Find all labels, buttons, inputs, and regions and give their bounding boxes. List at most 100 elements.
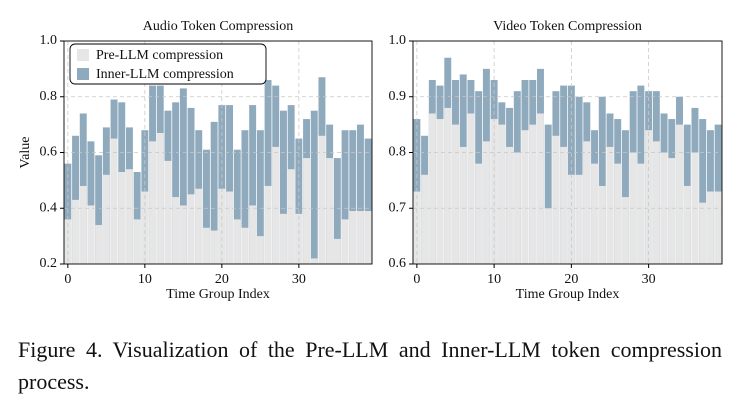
bar xyxy=(560,146,568,264)
bar xyxy=(256,130,264,264)
bar xyxy=(326,158,334,264)
legend-swatch xyxy=(77,49,89,61)
y-tick-label: 0.7 xyxy=(389,200,407,215)
bar xyxy=(249,205,257,264)
bar xyxy=(356,124,364,264)
caption: Figure 4. Visualization of the Pre-LLM an… xyxy=(18,334,722,398)
bar xyxy=(264,185,272,264)
bar xyxy=(676,124,683,264)
legend-label: Pre-LLM compression xyxy=(96,48,223,63)
bar xyxy=(668,158,676,264)
bar xyxy=(64,219,72,264)
bar xyxy=(459,146,467,264)
x-axis-label: Time Group Index xyxy=(516,287,620,302)
bar xyxy=(87,141,95,264)
bar xyxy=(621,197,629,264)
bar xyxy=(660,152,668,264)
bar xyxy=(536,113,544,264)
bar xyxy=(133,219,141,264)
bar xyxy=(210,121,218,265)
x-tick-label: 0 xyxy=(413,272,420,287)
bar xyxy=(95,224,103,264)
bar xyxy=(341,130,349,264)
bar xyxy=(310,110,318,264)
bar xyxy=(287,169,295,264)
y-tick-label: 1.0 xyxy=(389,33,407,48)
bar xyxy=(249,105,257,264)
bar xyxy=(210,230,218,264)
x-tick-label: 20 xyxy=(564,272,578,287)
bar xyxy=(475,163,483,264)
bar xyxy=(241,227,249,264)
bar xyxy=(513,152,521,264)
bar xyxy=(125,169,133,264)
bar xyxy=(233,219,241,264)
bar xyxy=(202,149,210,264)
bar xyxy=(226,191,234,264)
chart-title: Video Token Compression xyxy=(493,19,642,34)
bar xyxy=(195,188,203,264)
bar xyxy=(333,158,341,264)
bar xyxy=(133,172,141,264)
y-tick-label: 0.9 xyxy=(389,89,407,104)
x-axis-label: Time Group Index xyxy=(166,287,270,302)
x-tick-label: 30 xyxy=(642,272,656,287)
bar xyxy=(413,191,421,264)
chart-title: Audio Token Compression xyxy=(143,19,293,34)
bar xyxy=(356,211,364,264)
bar xyxy=(428,113,436,264)
bar xyxy=(575,174,583,264)
bar xyxy=(118,172,126,264)
caption-label: Figure 4. xyxy=(18,337,103,362)
bar xyxy=(436,119,444,264)
bar xyxy=(482,141,490,264)
bar xyxy=(156,132,164,264)
x-tick-label: 0 xyxy=(64,272,71,287)
bar xyxy=(295,138,303,264)
y-tick-label: 0.6 xyxy=(389,256,407,271)
bar xyxy=(256,236,264,264)
bar xyxy=(544,124,552,264)
bar xyxy=(79,185,87,264)
bar xyxy=(598,185,606,264)
bar xyxy=(310,258,318,264)
bar xyxy=(318,135,326,264)
bar xyxy=(87,205,95,264)
x-tick-label: 10 xyxy=(487,272,501,287)
bar xyxy=(364,138,372,264)
legend-swatch xyxy=(77,68,89,80)
bar xyxy=(637,163,645,264)
bar xyxy=(706,191,714,264)
bar xyxy=(141,191,149,264)
bar xyxy=(421,174,429,264)
bar xyxy=(226,105,234,264)
y-axis-label: Value xyxy=(18,137,33,169)
y-tick-label: 0.8 xyxy=(40,89,58,104)
bar xyxy=(202,227,210,264)
bar xyxy=(529,124,537,264)
bar xyxy=(444,107,452,265)
bar xyxy=(552,135,560,264)
bar xyxy=(179,205,187,264)
y-tick-label: 1.0 xyxy=(40,33,58,48)
bar xyxy=(172,102,180,264)
bar xyxy=(333,238,341,264)
legend-box xyxy=(69,43,267,85)
bar xyxy=(544,208,552,264)
x-tick-label: 30 xyxy=(292,272,306,287)
y-tick-label: 0.6 xyxy=(40,145,58,160)
legend-label: Inner-LLM compression xyxy=(96,67,234,82)
bar xyxy=(591,163,599,264)
bar xyxy=(364,211,372,264)
bar xyxy=(272,146,280,264)
bar xyxy=(164,160,172,264)
bar xyxy=(521,130,529,264)
bar xyxy=(452,124,459,264)
bar xyxy=(149,141,157,264)
caption-text: Visualization of the Pre-LLM and Inner-L… xyxy=(18,337,722,394)
bar xyxy=(583,141,591,264)
y-tick-label: 0.4 xyxy=(40,200,58,215)
bar xyxy=(102,174,110,264)
figure: 0.2 0.4 0.6 0.8 1.0 0 10 20 30 Audio Token Compre… xyxy=(18,19,723,302)
